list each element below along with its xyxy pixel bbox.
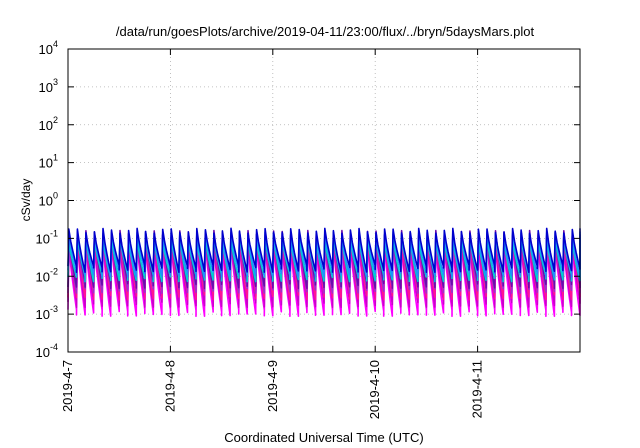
y-tick-label: 10-3 xyxy=(36,304,58,322)
y-tick-label: 100 xyxy=(39,191,58,209)
y-tick-label: 104 xyxy=(39,39,58,57)
y-axis: 10-4 10-3 10-2 10-1 100 101 102 103 104 xyxy=(36,39,580,360)
y-tick-label: 102 xyxy=(39,115,58,133)
x-tick-label: 2019-4-7 xyxy=(60,360,75,412)
x-tick-label: 2019-4-9 xyxy=(265,360,280,412)
x-tick-label: 2019-4-11 xyxy=(470,360,485,418)
series-line xyxy=(67,227,581,273)
y-tick-label: 10-4 xyxy=(36,342,58,360)
x-tick-label: 2019-4-8 xyxy=(162,360,177,412)
y-axis-label: cSv/day xyxy=(19,179,33,222)
y-tick-label: 101 xyxy=(39,153,58,171)
y-tick-label: 10-1 xyxy=(36,228,58,246)
x-tick-label: 2019-4-10 xyxy=(367,360,382,419)
chart-title: /data/run/goesPlots/archive/2019-04-11/2… xyxy=(116,24,535,39)
y-tick-label: 10-2 xyxy=(36,266,58,284)
x-axis-label: Coordinated Universal Time (UTC) xyxy=(224,430,423,445)
series-group xyxy=(67,227,581,317)
x-axis: 2019-4-7 2019-4-8 2019-4-9 2019-4-10 2019-4-… xyxy=(60,49,485,419)
y-tick-label: 103 xyxy=(39,77,58,95)
